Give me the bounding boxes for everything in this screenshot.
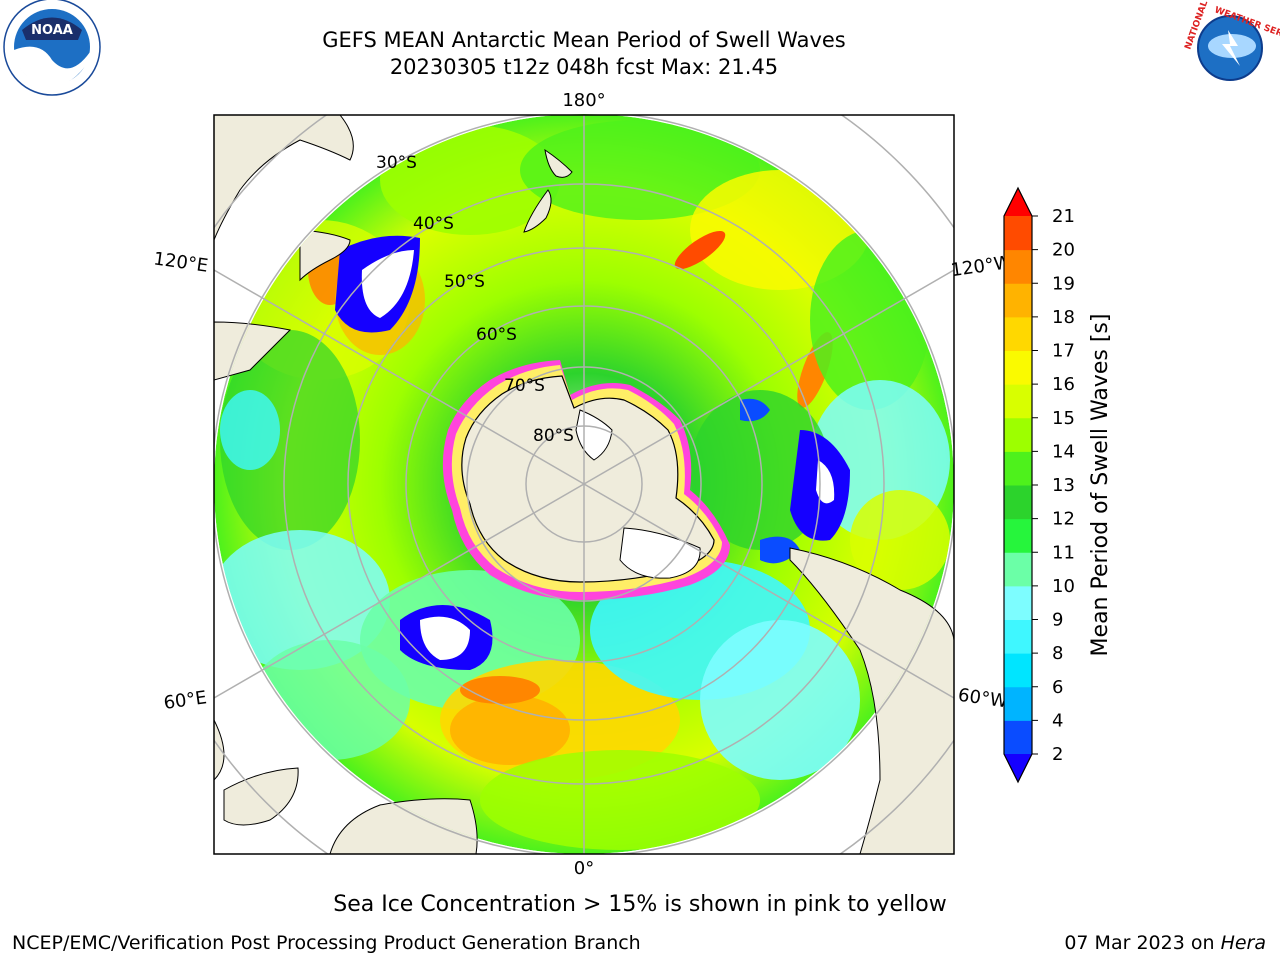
colorbar-tick-label: 13 <box>1052 475 1075 496</box>
colorbar-segment <box>1004 619 1032 654</box>
colorbar-tick-label: 12 <box>1052 509 1075 530</box>
lat-label-80s: 80°S <box>533 426 574 446</box>
graticule <box>214 115 954 854</box>
lon-label-120e: 120°E <box>152 248 209 276</box>
host-name: Hera <box>1220 932 1266 954</box>
sea-ice-caption: Sea Ice Concentration > 15% is shown in … <box>333 892 947 917</box>
lat-label-50s: 50°S <box>444 272 485 292</box>
colorbar-segment <box>1004 316 1032 351</box>
map-frame <box>213 114 955 855</box>
colorbar-tick-label: 16 <box>1052 374 1075 395</box>
colorbar-segment <box>1004 552 1032 587</box>
colorbar-segment <box>1004 451 1032 486</box>
lon-label-180: 180° <box>562 90 605 111</box>
colorbar-over-arrow <box>1004 188 1032 216</box>
colorbar: 2 4 6 8 9 10 11 12 13 14 15 16 17 18 19 20 21 <box>1003 186 1075 784</box>
colorbar-tick-label: 14 <box>1052 441 1075 462</box>
colorbar-tick-label: 9 <box>1052 610 1063 631</box>
nws-logo: NATIONAL WEATHER SERVICE <box>1183 0 1280 94</box>
colorbar-tick-label: 17 <box>1052 341 1075 362</box>
run-date: 07 Mar 2023 on Hera <box>1064 932 1266 954</box>
colorbar-tick-label: 19 <box>1052 273 1075 294</box>
swell-period-field <box>214 114 954 854</box>
colorbar-segment <box>1004 417 1032 452</box>
colorbar-tick-label: 18 <box>1052 307 1075 328</box>
colorbar-segment <box>1004 249 1032 284</box>
lat-label-60s: 60°S <box>476 325 517 345</box>
colorbar-tick-label: 20 <box>1052 240 1075 261</box>
lon-label-60w: 60°W <box>957 685 1009 713</box>
noaa-logo: NOAA <box>3 0 101 96</box>
lon-label-60e: 60°E <box>162 687 208 714</box>
lat-label-30s: 30°S <box>376 153 417 173</box>
colorbar-segment <box>1004 485 1032 520</box>
colorbar-segment <box>1004 720 1032 755</box>
colorbar-tick-label: 10 <box>1052 576 1075 597</box>
map-title: GEFS MEAN Antarctic Mean Period of Swell… <box>322 28 846 52</box>
colorbar-tick-label: 2 <box>1052 744 1063 765</box>
colorbar-segment <box>1004 686 1032 721</box>
colorbar-segment <box>1004 350 1032 385</box>
lat-label-40s: 40°S <box>413 214 454 234</box>
colorbar-segment <box>1004 216 1032 251</box>
colorbar-segment <box>1004 283 1032 318</box>
colorbar-tick-label: 6 <box>1052 677 1063 698</box>
colorbar-segment <box>1004 384 1032 419</box>
colorbar-segment <box>1004 518 1032 553</box>
colorbar-tick-label: 4 <box>1052 710 1063 731</box>
colorbar-label: Mean Period of Swell Waves [s] <box>1088 314 1113 657</box>
lon-label-0: 0° <box>574 858 594 879</box>
lat-label-70s: 70°S <box>504 376 545 396</box>
colorbar-tick-label: 15 <box>1052 408 1075 429</box>
credit-text: NCEP/EMC/Verification Post Processing Pr… <box>12 932 641 954</box>
colorbar-under-arrow <box>1004 754 1032 782</box>
colorbar-tick-label: 11 <box>1052 542 1075 563</box>
svg-text:NOAA: NOAA <box>31 23 73 38</box>
map-subtitle: 20230305 t12z 048h fcst Max: 21.45 <box>389 55 779 79</box>
colorbar-tick-label: 21 <box>1052 206 1075 227</box>
colorbar-tick-label: 8 <box>1052 643 1063 664</box>
colorbar-segment <box>1004 585 1032 620</box>
colorbar-segment <box>1004 653 1032 688</box>
